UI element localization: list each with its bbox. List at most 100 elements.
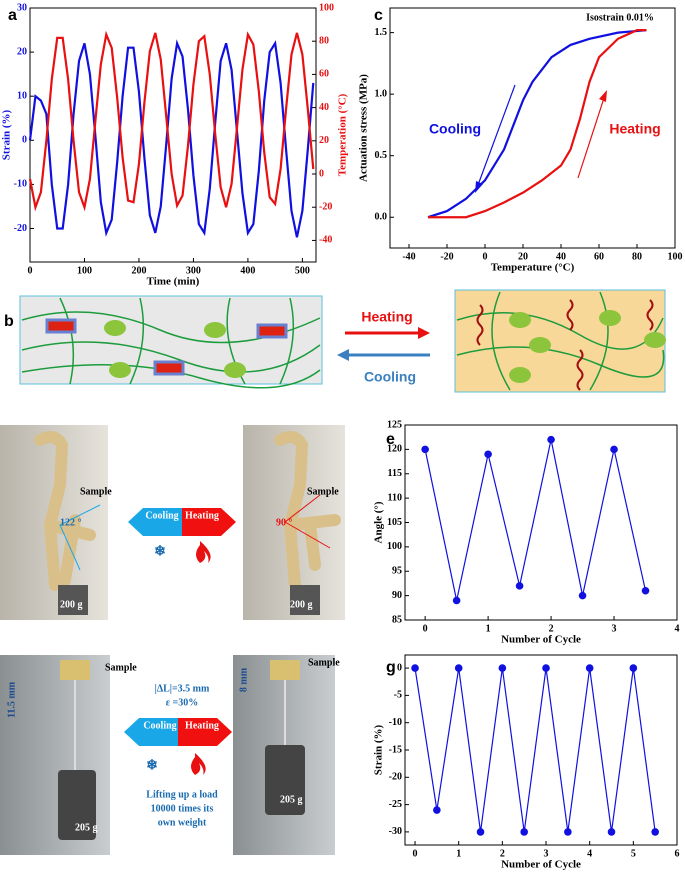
- y-tick-label: -15: [389, 744, 402, 755]
- weight-label: 200 g: [60, 599, 83, 610]
- data-point: [411, 664, 419, 672]
- heating-label: Heating: [185, 510, 219, 521]
- y-tick-label: 0.0: [375, 212, 388, 223]
- annotation-arrow: [477, 84, 516, 186]
- weight: [290, 585, 320, 615]
- data-point: [578, 591, 587, 600]
- data-point: [484, 450, 492, 459]
- x-tick-label: -40: [402, 251, 415, 262]
- data-point: [607, 828, 616, 836]
- panel-letter: a: [8, 7, 17, 24]
- data-point: [564, 828, 572, 836]
- coils: [476, 299, 654, 391]
- data-point: [520, 828, 528, 836]
- data-point: [585, 664, 594, 672]
- weight-label: 205 g: [75, 822, 98, 833]
- data-point: [629, 664, 638, 672]
- series-line: [424, 439, 647, 601]
- x-tick-label: 40: [556, 251, 566, 262]
- heating-label: Heating: [361, 309, 412, 325]
- y2-tick-label: -40: [319, 235, 332, 246]
- y-tick-label: 1.5: [375, 27, 388, 38]
- y-tick-label: 10: [17, 90, 27, 101]
- y-tick-label: -5: [394, 690, 402, 701]
- x-tick-label: 0: [28, 265, 33, 276]
- plot-frame: [404, 424, 678, 621]
- particle: [104, 320, 126, 336]
- y-tick-label: -20: [389, 772, 402, 783]
- cooling-label: Cooling: [145, 510, 178, 521]
- particle: [509, 312, 531, 328]
- y-axis-label: Strain (%): [373, 724, 385, 775]
- caption-line: Lifting up a load: [146, 789, 218, 800]
- x-tick-label: 6: [675, 848, 680, 859]
- x-axis-label: Time (min): [147, 276, 200, 288]
- data-point: [476, 828, 485, 836]
- particle: [109, 362, 131, 378]
- x-tick-label: 0: [413, 848, 418, 859]
- x-tick-label: 100: [668, 251, 683, 262]
- y2-tick-label: -20: [319, 202, 332, 213]
- flame-icon: [191, 753, 206, 775]
- mannequin: [274, 430, 341, 591]
- sample-strip: [74, 680, 286, 770]
- plot-frame: [389, 7, 676, 249]
- data-point: [641, 586, 650, 595]
- arrow-head: [418, 327, 430, 339]
- x-tick-label: 2: [500, 848, 505, 859]
- y-tick-label: -20: [14, 223, 27, 234]
- chains: [456, 291, 665, 391]
- y-axis-label: Actuation stress (MPa): [358, 74, 370, 182]
- x-tick-label: 20: [518, 251, 528, 262]
- y2-axis-label: Temperation (°C): [337, 93, 349, 176]
- arrow-head: [599, 90, 607, 102]
- arrow-head: [337, 349, 349, 361]
- x-tick-label: 1: [456, 848, 461, 859]
- x-tick-label: 80: [632, 251, 642, 262]
- sample-label: Sample: [80, 486, 112, 497]
- angle-label: 90 °: [276, 517, 293, 528]
- panel-d: d Sample 122 ° 200 g Sample 90 ° 200 g C…: [0, 425, 345, 620]
- particle: [509, 367, 531, 383]
- y-tick-label: 0: [397, 662, 402, 673]
- y2-tick-label: 20: [319, 135, 329, 146]
- x-tick-label: 500: [295, 265, 310, 276]
- panel-letter: e: [386, 431, 395, 448]
- sample-label: Sample: [308, 657, 340, 668]
- x-tick-label: 1: [486, 623, 491, 634]
- y2-tick-label: 60: [319, 69, 329, 80]
- annotation: Heating: [609, 121, 660, 137]
- angle-label: 122 °: [60, 517, 82, 528]
- y-axis-label: Angle (°): [373, 501, 385, 543]
- panel-letter: g: [386, 659, 396, 676]
- y-tick-label: 110: [388, 492, 402, 503]
- particle: [599, 310, 621, 326]
- y-tick-label: 105: [387, 517, 402, 528]
- crystal: [256, 323, 288, 339]
- clip: [60, 660, 90, 680]
- data-point: [498, 664, 507, 672]
- data-point: [547, 435, 555, 444]
- x-tick-label: 0: [483, 251, 488, 262]
- caption-line: own weight: [158, 817, 207, 828]
- length-label: 8 mm: [238, 667, 249, 692]
- x-axis-label: Number of Cycle: [501, 859, 581, 871]
- x-tick-label: 200: [131, 265, 146, 276]
- x-tick-label: 4: [675, 623, 680, 634]
- x-tick-label: 0: [423, 623, 428, 634]
- panel-letter: c: [374, 7, 383, 24]
- x-tick-label: 3: [612, 623, 617, 634]
- crystal: [153, 360, 185, 376]
- particle: [529, 337, 551, 353]
- y-tick-label: -30: [389, 826, 402, 837]
- data-point: [452, 596, 461, 605]
- annotation: Isostrain 0.01%: [586, 12, 654, 23]
- weight: [265, 745, 305, 815]
- y-tick-label: 125: [387, 419, 402, 430]
- data-point: [610, 445, 618, 454]
- length-label: 11.5 mm: [6, 681, 17, 718]
- chains: [21, 297, 321, 389]
- x-tick-label: 4: [587, 848, 592, 859]
- particle: [224, 362, 246, 378]
